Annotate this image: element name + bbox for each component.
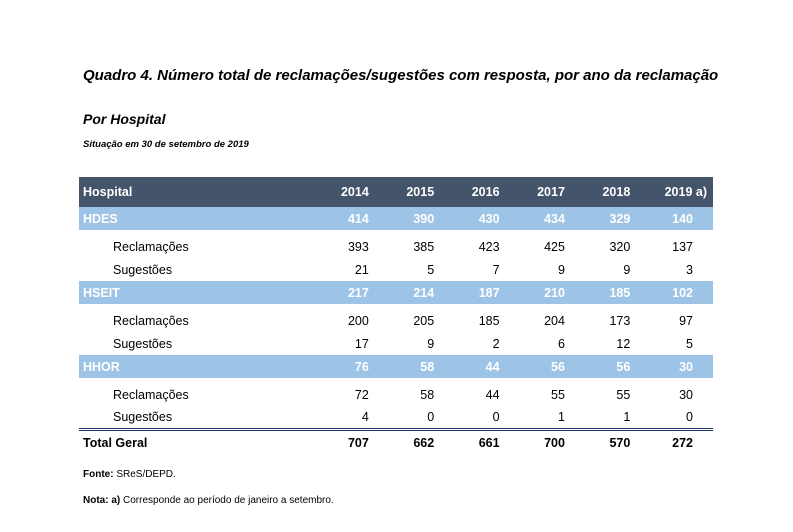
cell: 0 bbox=[386, 406, 453, 430]
cell: 9 bbox=[623, 262, 631, 277]
total-label: Total Geral bbox=[83, 435, 148, 450]
cell: 58 bbox=[420, 359, 435, 374]
hospital-row-hseit: HSEIT 217 214 187 210 185 102 bbox=[79, 281, 713, 304]
header-hospital: Hospital bbox=[83, 185, 133, 199]
cell: 185 bbox=[609, 285, 631, 300]
cell: 570 bbox=[609, 435, 631, 450]
cell: 320 bbox=[609, 239, 631, 254]
hospital-row-hhor: HHOR 76 58 44 56 56 30 bbox=[79, 355, 713, 378]
table-row: Sugestões 17 9 2 6 12 5 bbox=[79, 332, 713, 355]
cell: 204 bbox=[544, 313, 565, 328]
note-text: Corresponde ao período de janeiro a sete… bbox=[120, 495, 334, 506]
header-year: 2019 a) bbox=[664, 185, 707, 199]
cell: 329 bbox=[609, 211, 631, 226]
complaints-table: Hospital 2014 2015 2016 2017 2018 2019 a… bbox=[79, 177, 713, 455]
cell: 56 bbox=[616, 359, 631, 374]
row-label: Reclamações bbox=[113, 313, 189, 328]
header-year: 2014 bbox=[340, 185, 369, 199]
cell: 30 bbox=[679, 359, 693, 374]
cell: 390 bbox=[413, 211, 435, 226]
cell: 2 bbox=[492, 336, 500, 351]
cell: 187 bbox=[478, 285, 500, 300]
header-year: 2015 bbox=[406, 185, 435, 199]
cell: 707 bbox=[347, 435, 369, 450]
footnote: Nota: a) Corresponde ao período de janei… bbox=[83, 495, 334, 506]
cell: 102 bbox=[672, 285, 693, 300]
hospital-name: HSEIT bbox=[83, 285, 120, 300]
cell: 5 bbox=[427, 262, 435, 277]
cell: 385 bbox=[413, 239, 435, 254]
cell: 4 bbox=[321, 406, 387, 430]
cell: 200 bbox=[347, 313, 369, 328]
cell: 7 bbox=[492, 262, 500, 277]
row-label: Sugestões bbox=[113, 262, 173, 277]
cell: 425 bbox=[544, 239, 565, 254]
cell: 214 bbox=[413, 285, 435, 300]
table-header-row: Hospital 2014 2015 2016 2017 2018 2019 a… bbox=[79, 177, 713, 207]
cell: 700 bbox=[544, 435, 565, 450]
source-text: SReS/DEPD. bbox=[113, 469, 176, 480]
cell: 17 bbox=[354, 336, 369, 351]
note-label: Nota: bbox=[83, 495, 109, 506]
cell: 44 bbox=[485, 359, 500, 374]
table-row: Sugestões 21 5 7 9 9 3 bbox=[79, 258, 713, 281]
table-row: Sugestões 4 0 0 1 1 0 bbox=[79, 406, 713, 430]
cell: 97 bbox=[679, 313, 693, 328]
cell: 185 bbox=[478, 313, 500, 328]
cell: 30 bbox=[679, 387, 693, 402]
cell: 434 bbox=[544, 211, 565, 226]
cell: 1 bbox=[582, 406, 649, 430]
cell: 217 bbox=[347, 285, 369, 300]
note-marker: a) bbox=[108, 495, 121, 506]
cell: 76 bbox=[354, 359, 369, 374]
cell: 661 bbox=[478, 435, 500, 450]
cell: 9 bbox=[427, 336, 435, 351]
header-year: 2016 bbox=[471, 185, 500, 199]
cell: 1 bbox=[517, 406, 583, 430]
hospital-row-hdes: HDES 414 390 430 434 329 140 bbox=[79, 207, 713, 230]
table-subtitle: Por Hospital bbox=[83, 111, 166, 127]
cell: 173 bbox=[609, 313, 631, 328]
table-row: Reclamações 393 385 423 425 320 137 bbox=[79, 235, 713, 258]
cell: 5 bbox=[686, 336, 693, 351]
cell: 56 bbox=[551, 359, 565, 374]
cell: 6 bbox=[557, 336, 565, 351]
cell: 0 bbox=[452, 406, 518, 430]
cell: 58 bbox=[420, 387, 435, 402]
cell: 140 bbox=[672, 211, 693, 226]
cell: 210 bbox=[544, 285, 565, 300]
cell: 44 bbox=[485, 387, 500, 402]
cell: 662 bbox=[413, 435, 435, 450]
cell: 9 bbox=[557, 262, 565, 277]
cell: 0 bbox=[648, 406, 713, 430]
cell: 12 bbox=[616, 336, 631, 351]
header-year: 2018 bbox=[602, 185, 631, 199]
cell: 137 bbox=[672, 239, 693, 254]
cell: 72 bbox=[354, 387, 369, 402]
header-year: 2017 bbox=[537, 185, 565, 199]
table-row: Reclamações 200 205 185 204 173 97 bbox=[79, 309, 713, 332]
cell: 423 bbox=[478, 239, 500, 254]
cell: 205 bbox=[413, 313, 435, 328]
cell: 393 bbox=[347, 239, 369, 254]
cell: 55 bbox=[551, 387, 565, 402]
cell: 21 bbox=[354, 262, 369, 277]
source-label: Fonte: bbox=[83, 469, 114, 480]
hospital-name: HDES bbox=[83, 211, 118, 226]
table-title: Quadro 4. Número total de reclamações/su… bbox=[83, 67, 719, 84]
cell: 3 bbox=[686, 262, 693, 277]
row-label: Reclamações bbox=[113, 387, 189, 402]
cell: 414 bbox=[347, 211, 369, 226]
cell: 430 bbox=[478, 211, 500, 226]
cell: 55 bbox=[616, 387, 631, 402]
row-label: Reclamações bbox=[113, 239, 189, 254]
table-row: Reclamações 72 58 44 55 55 30 bbox=[79, 383, 713, 406]
row-label: Sugestões bbox=[113, 336, 173, 351]
total-row: Total Geral 707 662 661 700 570 272 bbox=[79, 429, 713, 455]
situation-date: Situação em 30 de setembro de 2019 bbox=[83, 139, 249, 150]
source-note: Fonte: SReS/DEPD. bbox=[83, 469, 176, 480]
hospital-name: HHOR bbox=[83, 359, 120, 374]
row-label: Sugestões bbox=[79, 406, 322, 430]
cell: 272 bbox=[672, 435, 693, 450]
